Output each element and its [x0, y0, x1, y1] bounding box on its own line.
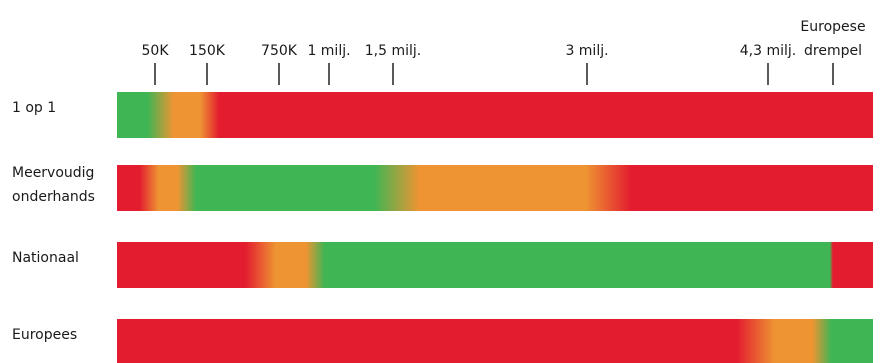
- tick-label: 1 milj.: [307, 43, 350, 59]
- tick-label: 1,5 milj.: [365, 43, 421, 59]
- row-bar: [117, 242, 873, 288]
- chart-row: Europees: [12, 319, 873, 363]
- row-label: 1 op 1: [12, 100, 56, 116]
- row-label: Meervoudig: [12, 165, 94, 181]
- chart-row: 1 op 1: [12, 92, 873, 138]
- tick-label: 4,3 milj.: [740, 43, 796, 59]
- tick-label: Europese: [800, 19, 865, 35]
- tick-label: 3 milj.: [565, 43, 608, 59]
- row-label: onderhands: [12, 189, 95, 205]
- row-label: Nationaal: [12, 250, 79, 266]
- row-bar: [117, 165, 873, 211]
- tick-label: 150K: [189, 43, 226, 59]
- tick-label: 50K: [142, 43, 170, 59]
- row-bar: [117, 92, 873, 138]
- row-label: Europees: [12, 327, 77, 343]
- chart-row: Meervoudig onderhands: [12, 165, 873, 211]
- tick-axis: 50K 150K 750K 1 milj. 1,5 milj. 3 milj. 4,3 mi…: [142, 19, 866, 85]
- tick-label: drempel: [804, 43, 862, 59]
- chart-rows: 1 op 1 Meervoudig onderhands Nationaal Europ…: [12, 92, 873, 363]
- chart-row: Nationaal: [12, 242, 873, 288]
- tick-label: 750K: [261, 43, 298, 59]
- row-bar: [117, 319, 873, 363]
